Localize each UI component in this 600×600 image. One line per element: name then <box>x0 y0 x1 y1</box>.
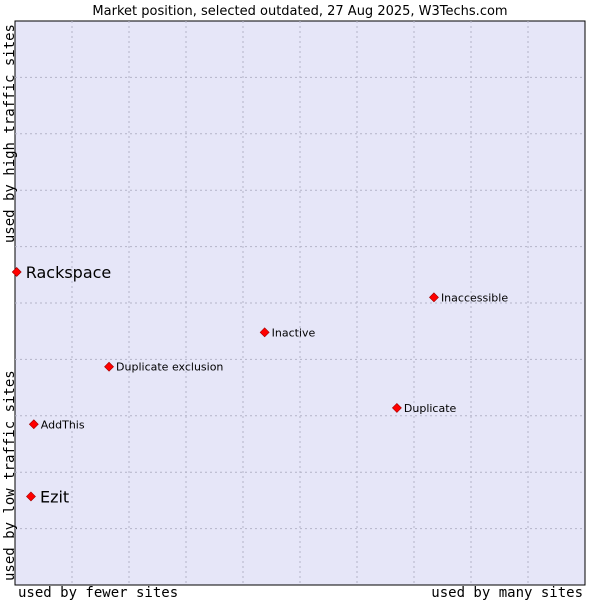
data-point: Ezit <box>26 487 69 506</box>
data-point-label: Duplicate <box>404 402 457 415</box>
data-point: Duplicate exclusion <box>104 361 223 374</box>
x-axis-label-left: used by fewer sites <box>18 585 178 600</box>
data-point: Inaccessible <box>429 291 508 304</box>
data-point-marker <box>429 292 439 303</box>
data-point-label: Duplicate exclusion <box>116 361 223 374</box>
data-point: Rackspace <box>11 263 112 282</box>
y-axis-label-bottom: used by low traffic sites <box>2 370 18 581</box>
y-axis-label-top: used by high traffic sites <box>2 24 18 243</box>
grid-lines <box>15 21 585 585</box>
data-point-label: Ezit <box>40 487 69 506</box>
data-point-label: Rackspace <box>26 263 112 282</box>
x-axis-label-right: used by many sites <box>431 585 583 600</box>
data-point-marker <box>259 327 270 338</box>
data-point-marker <box>391 402 402 413</box>
chart-title: Market position, selected outdated, 27 A… <box>92 4 507 19</box>
data-point-marker <box>28 419 39 430</box>
data-point-label: AddThis <box>41 418 85 431</box>
data-point-label: Inaccessible <box>441 291 508 304</box>
data-points: Rackspace Inaccessible Inactive Duplicate e… <box>11 263 508 506</box>
data-point-marker <box>11 267 22 277</box>
data-point: Duplicate <box>391 402 457 415</box>
data-point: Inactive <box>259 326 316 339</box>
data-point-label: Inactive <box>272 326 316 339</box>
data-point: AddThis <box>28 418 85 431</box>
data-point-marker <box>26 491 36 502</box>
data-point-marker <box>104 361 114 372</box>
